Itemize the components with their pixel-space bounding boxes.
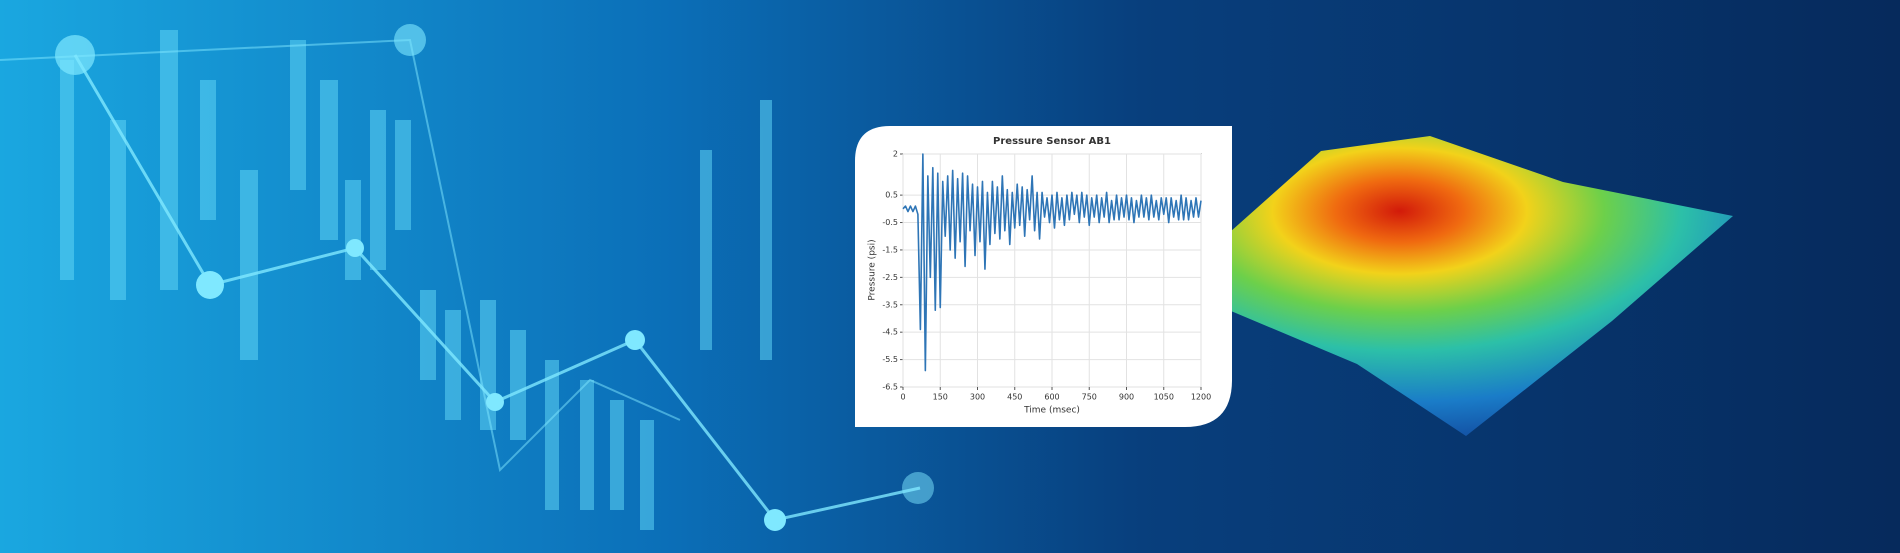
x-tick-label: 300 [970,393,985,402]
y-tick-label: -4.5 [882,328,898,337]
x-tick-label: 1200 [1191,393,1211,402]
y-tick-label: -2.5 [882,273,898,282]
y-tick-label: -5.5 [882,355,898,364]
x-tick-label: 450 [1007,393,1022,402]
x-tick-label: 150 [933,393,948,402]
y-tick-label: 2 [893,150,898,159]
y-tick-label: 0.5 [885,191,898,200]
y-tick-label: -0.5 [882,218,898,227]
x-tick-label: 600 [1044,393,1059,402]
data-line [902,153,1202,372]
y-tick-label: -6.5 [882,383,898,392]
chart-card [855,126,1232,427]
y-tick-label: -3.5 [882,300,898,309]
terrain-surface [1127,136,1733,436]
decor-dots [55,24,934,531]
y-tick-label: -1.5 [882,245,898,254]
chart-title: Pressure Sensor AB1 [993,136,1111,147]
x-tick-label: 900 [1119,393,1134,402]
y-axis-label: Pressure (psi) [868,239,878,300]
x-tick-label: 750 [1082,393,1097,402]
x-tick-label: 0 [900,393,905,402]
x-tick-label: 1050 [1154,393,1174,402]
decor-line [0,38,681,473]
plot: 2 0.5 -0.5 -1.5 -2.5 -3.5 -4.5 -5.5 -6.50 150 300 4… [882,150,1211,402]
x-axis-label: Time (msec) [1023,406,1080,416]
